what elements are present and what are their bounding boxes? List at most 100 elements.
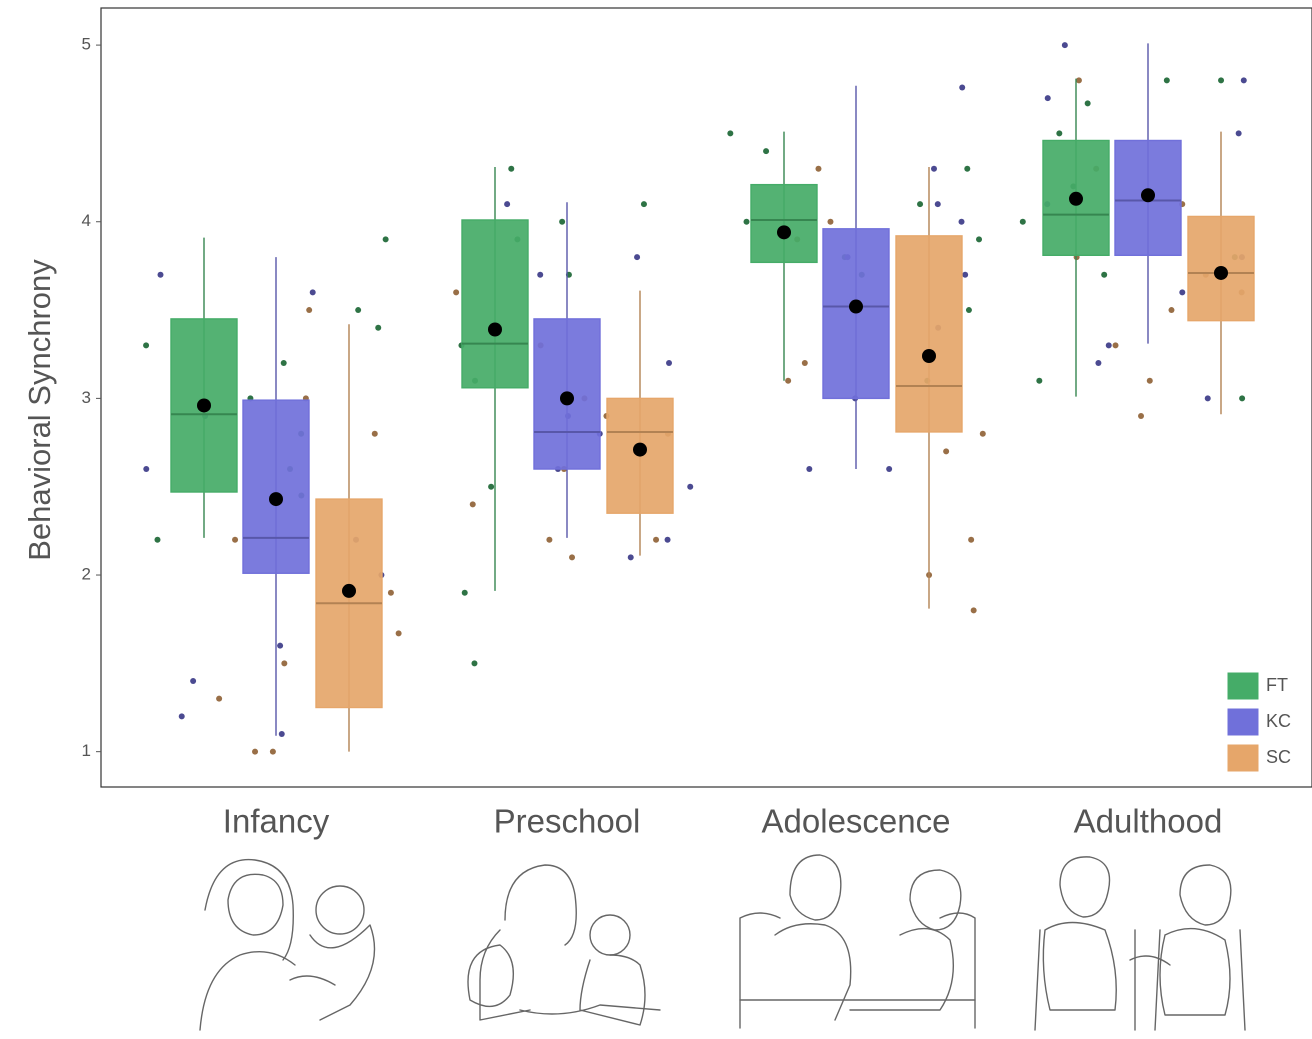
data-point [1062, 42, 1068, 48]
y-axis-title: Behavioral Synchrony [22, 259, 57, 561]
data-point [1205, 395, 1211, 401]
data-point [1164, 77, 1170, 83]
data-point [277, 643, 283, 649]
data-point [388, 590, 394, 596]
data-point [1168, 307, 1174, 313]
legend-swatch [1228, 745, 1258, 771]
data-point [1045, 95, 1051, 101]
data-point [962, 272, 968, 278]
data-point [1095, 360, 1101, 366]
data-point [143, 466, 149, 472]
data-point [1179, 289, 1185, 295]
data-point [744, 219, 750, 225]
data-point [1036, 378, 1042, 384]
mean [269, 492, 283, 506]
illustration-preschool [468, 865, 660, 1025]
y-tick-label: 5 [82, 35, 91, 54]
data-point [232, 537, 238, 543]
data-point [886, 466, 892, 472]
x-category-label: Adulthood [1074, 803, 1223, 840]
data-point [537, 272, 543, 278]
data-point [1241, 77, 1247, 83]
data-point [504, 201, 510, 207]
data-point [158, 272, 164, 278]
data-point [1218, 77, 1224, 83]
y-tick-label: 3 [82, 388, 91, 407]
data-point [966, 307, 972, 313]
x-category-label: Adolescence [762, 803, 951, 840]
data-point [665, 537, 671, 543]
x-category-label: Preschool [494, 803, 641, 840]
data-point [827, 219, 833, 225]
mean [777, 225, 791, 239]
data-point [802, 360, 808, 366]
data-point [815, 166, 821, 172]
data-point [462, 590, 468, 596]
mean [1069, 192, 1083, 206]
mean [560, 391, 574, 405]
data-point [143, 342, 149, 348]
legend-swatch [1228, 709, 1258, 735]
data-point [971, 607, 977, 613]
data-point [154, 537, 160, 543]
data-point [190, 678, 196, 684]
y-tick-label: 4 [82, 211, 91, 230]
data-point [976, 236, 982, 242]
mean [633, 443, 647, 457]
data-point [666, 360, 672, 366]
data-point [980, 431, 986, 437]
page: {"chart_data": { "type": "box", "y_label… [0, 0, 1312, 1034]
data-point [281, 660, 287, 666]
box [751, 185, 817, 263]
data-point [569, 554, 575, 560]
data-point [488, 484, 494, 490]
box [243, 400, 309, 573]
data-point [917, 201, 923, 207]
illustration-infancy [200, 860, 375, 1030]
boxes [171, 43, 1254, 751]
data-point [559, 219, 565, 225]
legend-label: KC [1266, 711, 1291, 731]
plot-frame [101, 8, 1312, 787]
data-point [1138, 413, 1144, 419]
data-point [281, 360, 287, 366]
data-point [546, 537, 552, 543]
data-point [508, 166, 514, 172]
mean [488, 322, 502, 336]
data-point [959, 219, 965, 225]
data-point [179, 713, 185, 719]
data-point [1236, 130, 1242, 136]
data-point [727, 130, 733, 136]
legend-label: FT [1266, 675, 1288, 695]
data-point [806, 466, 812, 472]
illustration-adolescence [740, 855, 975, 1028]
data-point [1076, 77, 1082, 83]
data-point [310, 289, 316, 295]
data-point [634, 254, 640, 260]
data-point [1101, 272, 1107, 278]
y-tick-label: 1 [82, 741, 91, 760]
data-point [471, 660, 477, 666]
data-point [1113, 342, 1119, 348]
legend-swatch [1228, 673, 1258, 699]
data-point [641, 201, 647, 207]
data-point [453, 289, 459, 295]
data-point [1020, 219, 1026, 225]
data-point [372, 431, 378, 437]
data-point [375, 325, 381, 331]
data-point [396, 630, 402, 636]
mean [1141, 188, 1155, 202]
data-point [383, 236, 389, 242]
mean [849, 300, 863, 314]
data-point [931, 166, 937, 172]
mean [197, 398, 211, 412]
data-point [252, 749, 258, 755]
box [462, 220, 528, 388]
box [896, 236, 962, 432]
data-point [943, 448, 949, 454]
data-point [935, 201, 941, 207]
chart: Behavioral Synchrony [0, 0, 1312, 1034]
data-point [1056, 130, 1062, 136]
data-point [763, 148, 769, 154]
data-point [1239, 395, 1245, 401]
